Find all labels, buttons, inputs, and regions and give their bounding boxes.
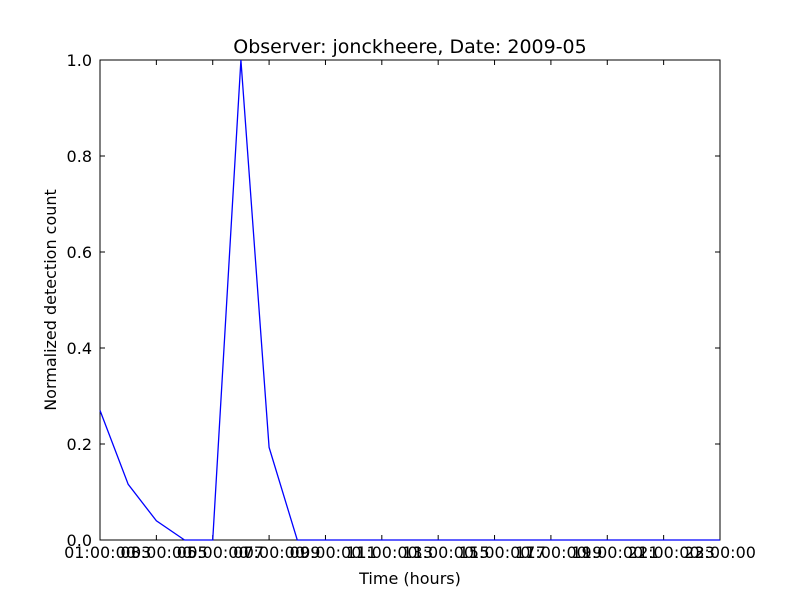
y-axis: 0.0 0.2 0.4 0.6 0.8 1.0 bbox=[67, 51, 720, 550]
y-tick-label: 0.4 bbox=[67, 339, 92, 358]
x-tick-label-overlap: 23 bbox=[695, 543, 715, 562]
x-tick-label: 21:00:00 bbox=[628, 543, 700, 562]
x-tick-label: 23:00:00 bbox=[684, 543, 756, 562]
y-tick-label: 0.8 bbox=[67, 147, 92, 166]
x-tick-label: 15:00:00 bbox=[459, 543, 531, 562]
x-tick-label: 01:00:00 bbox=[64, 543, 136, 562]
y-tick-label: 0.0 bbox=[67, 531, 92, 550]
x-tick-label-overlap: 19 bbox=[582, 543, 602, 562]
x-tick-label: 07:00:00 bbox=[233, 543, 305, 562]
x-tick-label-overlap: 09 bbox=[300, 543, 320, 562]
x-axis-label: Time (hours) bbox=[358, 569, 461, 588]
x-tick-label-overlap: 11 bbox=[356, 543, 376, 562]
chart-title: Observer: jonckheere, Date: 2009-05 bbox=[233, 36, 587, 58]
x-tick-label-overlap: 17 bbox=[526, 543, 546, 562]
x-tick-label: 05:00:00 bbox=[177, 543, 249, 562]
x-tick-label-overlap: 21 bbox=[638, 543, 658, 562]
x-tick-label-overlap: 13 bbox=[413, 543, 433, 562]
x-tick-label: 13:00:00 bbox=[402, 543, 474, 562]
x-tick-label: 17:00:00 bbox=[515, 543, 587, 562]
y-tick-label: 0.2 bbox=[67, 435, 92, 454]
x-tick-label-overlap: 07 bbox=[244, 543, 264, 562]
series-layer bbox=[99, 59, 720, 541]
y-tick-label: 0.6 bbox=[67, 243, 92, 262]
x-axis: 01:00:0003:00:0005:00:0007:00:0009:00:00… bbox=[64, 60, 756, 562]
y-tick-label: 1.0 bbox=[67, 51, 92, 70]
x-tick-label: 03:00:00 bbox=[120, 543, 192, 562]
x-tick-label-overlap: 15 bbox=[469, 543, 489, 562]
x-tick-label-overlap: 05 bbox=[187, 543, 207, 562]
x-tick-label-overlap: 03 bbox=[131, 543, 151, 562]
x-tick-label: 19:00:00 bbox=[571, 543, 643, 562]
y-axis-label: Normalized detection count bbox=[41, 189, 60, 411]
x-tick-label: 11:00:00 bbox=[346, 543, 418, 562]
x-tick-label: 09:00:00 bbox=[290, 543, 362, 562]
series-line bbox=[99, 59, 720, 541]
